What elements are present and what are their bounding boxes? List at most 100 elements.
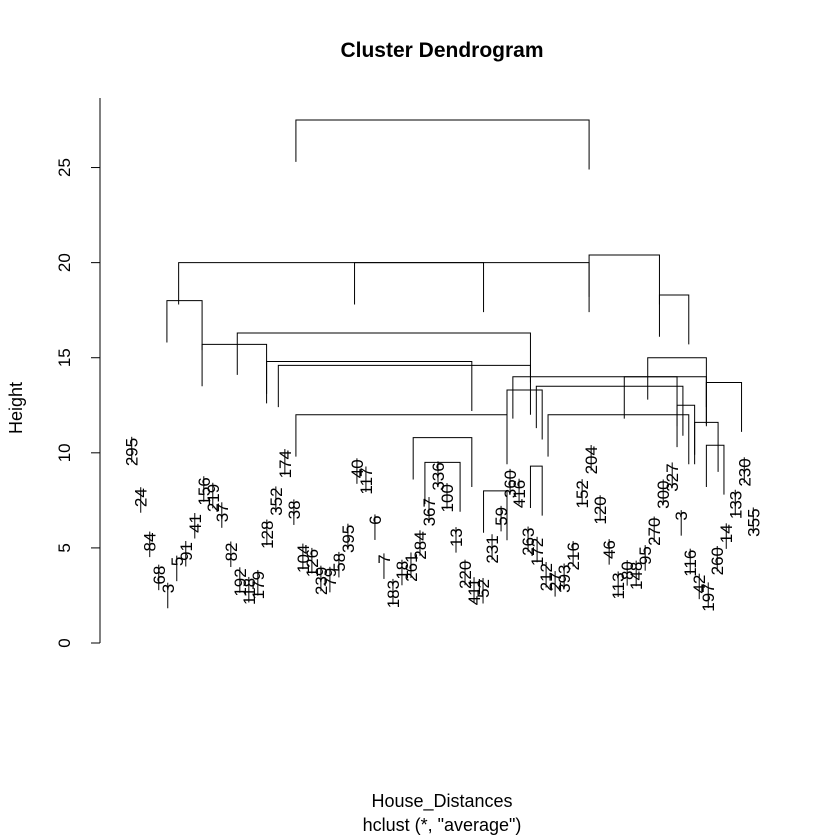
y-tick-label-5: 25 — [55, 158, 74, 177]
leaf-label-2: 84 — [141, 533, 160, 552]
leaf-label-50: 152 — [573, 480, 592, 508]
leaf-label-56: 148 — [627, 562, 646, 590]
leaf-label-4: 3 — [159, 584, 178, 593]
leaf-label-48: 393 — [555, 564, 574, 592]
merge-link-1 — [178, 262, 485, 313]
leaf-label-43: 416 — [510, 480, 529, 508]
leaf-label-46: 212 — [537, 563, 556, 591]
leaf-label-59: 300 — [654, 480, 673, 508]
leaf-label-53: 46 — [600, 540, 619, 559]
leaf-label-1: 24 — [132, 488, 151, 507]
leaf-label-32: 284 — [411, 531, 430, 559]
leaf-label-11: 82 — [222, 542, 241, 561]
merge-link-4 — [588, 254, 660, 305]
leaf-label-69: 355 — [744, 508, 763, 536]
leaf-label-7: 41 — [186, 514, 205, 533]
leaf-label-6: 91 — [177, 542, 196, 561]
merge-link-22 — [483, 490, 508, 541]
merge-link-21 — [424, 461, 461, 512]
leaf-label-17: 174 — [276, 450, 295, 478]
leaf-label-18: 38 — [285, 500, 304, 519]
leaf-label-20: 126 — [303, 549, 322, 577]
x-axis-label: House_Distances — [371, 791, 512, 812]
leaf-label-36: 13 — [447, 528, 466, 547]
leaf-label-30: 18 — [393, 561, 412, 580]
leaf-label-13: 118 — [240, 578, 259, 605]
leaf-label-64: 197 — [699, 583, 718, 611]
leaf-label-52: 120 — [591, 496, 610, 524]
merge-link-5 — [658, 294, 690, 345]
leaf-label-3: 68 — [150, 566, 169, 585]
leaf-label-12: 192 — [231, 568, 250, 596]
leaf-label-47: 27 — [546, 572, 565, 591]
leaf-label-27: 6 — [366, 515, 385, 524]
merge-link-20 — [412, 437, 473, 488]
leaf-label-25: 40 — [348, 459, 367, 478]
leaf-label-35: 100 — [438, 484, 457, 512]
y-tick-label-4: 20 — [55, 253, 74, 272]
merge-link-7 — [535, 385, 684, 436]
leaf-label-10: 37 — [213, 503, 232, 522]
leaf-label-42: 360 — [501, 470, 520, 498]
leaf-label-51: 204 — [582, 446, 601, 474]
merge-link-9 — [166, 300, 203, 351]
merge-link-11 — [266, 361, 473, 411]
leaf-label-61: 3 — [672, 511, 691, 520]
leaf-label-28: 7 — [375, 554, 394, 563]
y-tick-label-1: 5 — [55, 543, 74, 552]
leaf-label-40: 231 — [483, 535, 502, 563]
leaf-label-62: 116 — [681, 550, 700, 577]
leaf-label-68: 230 — [735, 458, 754, 486]
merge-link-16 — [623, 376, 707, 427]
merge-link-17 — [647, 357, 707, 408]
merge-link-0 — [295, 119, 590, 170]
leaf-label-49: 216 — [564, 542, 583, 570]
leaf-label-55: 80 — [618, 561, 637, 580]
leaf-label-15: 128 — [258, 521, 277, 549]
merge-link-6 — [512, 376, 678, 427]
chart-title: Cluster Dendrogram — [340, 39, 543, 62]
leaf-label-58: 270 — [645, 518, 664, 546]
leaf-label-57: 95 — [636, 546, 655, 565]
y-axis-label: Height — [6, 382, 26, 434]
leaf-label-44: 263 — [519, 528, 538, 556]
merge-link-19 — [694, 421, 719, 472]
leaf-label-5: 5 — [168, 557, 187, 566]
leaf-label-8: 156 — [195, 477, 214, 505]
leaf-label-14: 179 — [249, 571, 268, 599]
leaf-label-31: 261 — [402, 553, 421, 581]
leaf-label-66: 14 — [717, 524, 736, 543]
y-tick-label-3: 15 — [55, 348, 74, 367]
leaf-label-67: 133 — [726, 491, 745, 519]
leaf-label-33: 367 — [420, 498, 439, 526]
y-axis: 0 5 10 15 20 25 — [55, 98, 101, 648]
merge-link-18 — [676, 404, 696, 455]
merge-link-12 — [277, 364, 531, 415]
leaf-label-23: 58 — [330, 553, 349, 572]
leaf-label-19: 104 — [294, 545, 313, 573]
leaf-label-65: 260 — [708, 547, 727, 575]
merge-link-3 — [236, 332, 531, 383]
x-axis-sublabel: hclust (*, "average") — [363, 815, 522, 835]
leaf-label-60: 327 — [663, 463, 682, 491]
leaf-label-54: 113 — [609, 572, 628, 599]
merge-link-24 — [705, 444, 725, 495]
y-tick-label-2: 10 — [55, 443, 74, 462]
leaf-label-24: 395 — [339, 525, 358, 553]
leaf-label-37: 220 — [456, 561, 475, 589]
merge-link-15 — [705, 381, 743, 432]
leaf-labels: 2952484683591411562193782192118179128352… — [123, 436, 763, 612]
leaf-label-38: 411 — [465, 578, 484, 605]
leaf-label-29: 183 — [384, 580, 403, 608]
merge-link-14 — [506, 389, 543, 440]
leaf-label-45: 172 — [528, 538, 547, 566]
leaf-label-63: 42 — [690, 575, 709, 594]
y-ticks: 0 5 10 15 20 25 — [55, 158, 100, 648]
leaf-label-34: 336 — [429, 462, 448, 490]
leaf-label-0: 295 — [123, 438, 142, 466]
dendrogram-links — [166, 119, 743, 541]
y-tick-label-0: 0 — [55, 638, 74, 647]
merge-link-10 — [201, 343, 268, 394]
leaf-label-41: 59 — [492, 507, 511, 526]
